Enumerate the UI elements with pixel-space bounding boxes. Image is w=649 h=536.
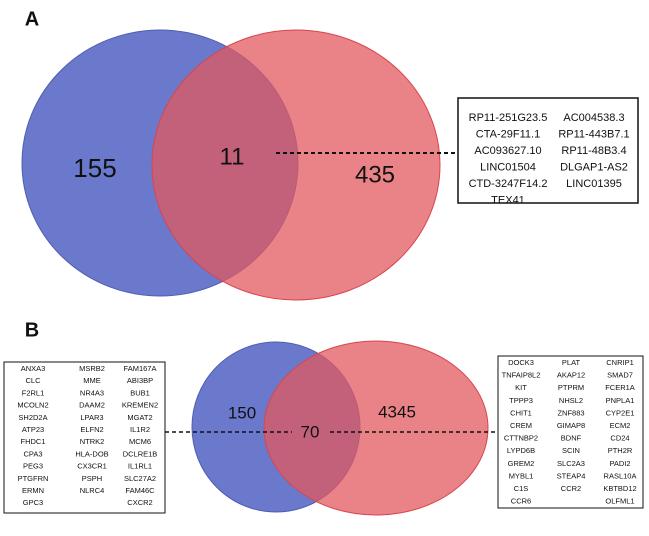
gene-name: GPC3	[23, 498, 43, 507]
gene-name: CX3CR1	[77, 462, 107, 471]
gene-name: SH2D2A	[18, 413, 47, 422]
gene-name: C1S	[514, 484, 529, 493]
gene-name: MME	[83, 376, 101, 385]
gene-name: CLC	[25, 376, 41, 385]
gene-name: AKAP12	[557, 371, 585, 380]
gene-name: NHSL2	[559, 396, 583, 405]
gene-name: IL1R2	[130, 425, 150, 434]
gene-name: MYBL1	[509, 471, 534, 480]
gene-name: PNPLA1	[606, 396, 635, 405]
gene-name: DCLRE1B	[123, 449, 158, 458]
gene-box	[457, 97, 639, 204]
gene-name: SMAD7	[607, 371, 633, 380]
panel-label: A	[25, 8, 39, 30]
gene-name: RP11-443B7.1	[558, 128, 629, 140]
gene-name: MCM6	[129, 437, 151, 446]
gene-name: PTGFRN	[18, 474, 49, 483]
gene-name: PADI2	[609, 459, 630, 468]
gene-name: AC093627.10	[474, 145, 541, 157]
gene-name: CCR6	[511, 497, 531, 506]
gene-name: BDNF	[561, 434, 582, 443]
set-circle	[151, 29, 441, 301]
gene-box	[497, 355, 644, 509]
gene-name: FAM167A	[124, 364, 157, 373]
gene-name: KBTBD12	[603, 484, 636, 493]
gene-name: ANXA3	[21, 364, 46, 373]
gene-name: ECM2	[610, 421, 631, 430]
gene-name: KREMEN2	[122, 401, 158, 410]
gene-name: NR4A3	[80, 388, 104, 397]
gene-name: CTD-3247F14.2	[469, 178, 548, 190]
gene-name: ZNF883	[557, 408, 584, 417]
gene-name: HLA-DOB	[75, 449, 108, 458]
count-label: 435	[355, 161, 395, 188]
gene-name: TNFAIP8L2	[502, 371, 541, 380]
gene-name: TPPP3	[509, 396, 533, 405]
gene-name: CD24	[610, 434, 629, 443]
gene-name: SCIN	[562, 446, 580, 455]
gene-name: MCOLN2	[17, 401, 48, 410]
gene-name: FHDC1	[20, 437, 45, 446]
gene-name: PLAT	[562, 358, 581, 367]
set-circle	[263, 340, 489, 516]
gene-name: DAAM2	[79, 401, 105, 410]
gene-box	[3, 361, 166, 514]
count-label: 11	[220, 143, 245, 170]
gene-name: GIMAP8	[557, 421, 585, 430]
gene-list: RP11-251G23.5 CTA-29F11.1 AC093627.10 LINC0…	[469, 112, 630, 207]
gene-name: CYP2E1	[606, 408, 635, 417]
gene-name: ELFN2	[80, 425, 103, 434]
gene-name: DLGAP1-AS2	[560, 161, 628, 173]
gene-name: ABI3BP	[127, 376, 153, 385]
gene-name: MSRB2	[79, 364, 105, 373]
gene-name: FAM46C	[125, 486, 155, 495]
count-label: 70	[301, 422, 320, 441]
gene-name: CREM	[510, 421, 532, 430]
gene-name: LPAR3	[80, 413, 103, 422]
gene-name: RP11-251G23.5	[469, 112, 548, 124]
gene-name: CNRIP1	[606, 358, 634, 367]
count-label: 150	[228, 403, 256, 422]
gene-name: CXCR2	[127, 498, 152, 507]
gene-name: FCER1A	[605, 383, 635, 392]
gene-name: NLRC4	[80, 486, 105, 495]
gene-name: BUB1	[130, 388, 150, 397]
gene-name: MGAT2	[127, 413, 152, 422]
gene-name: F2RL1	[22, 388, 45, 397]
gene-name: DOCK3	[508, 358, 534, 367]
gene-name: STEAP4	[557, 471, 586, 480]
count-label: 155	[73, 153, 116, 183]
gene-name: ATP23	[22, 425, 44, 434]
gene-name: LINC01395	[566, 178, 622, 190]
gene-name: GREM2	[508, 459, 535, 468]
gene-name: CPA3	[23, 449, 42, 458]
gene-name: CCR2	[561, 484, 581, 493]
gene-name: ERMN	[22, 486, 44, 495]
gene-name: NTRK2	[80, 437, 105, 446]
gene-name: CTTNBP2	[504, 434, 538, 443]
panel-label: B	[25, 319, 39, 341]
gene-name: PEG3	[23, 462, 43, 471]
gene-name: TEX41	[491, 194, 525, 206]
gene-name: SLC27A2	[124, 474, 156, 483]
gene-name: OLFML1	[605, 497, 634, 506]
gene-name: CHIT1	[510, 408, 532, 417]
gene-name: LINC01504	[480, 161, 536, 173]
gene-name: AC004538.3	[563, 112, 624, 124]
gene-name: CTA-29F11.1	[476, 128, 540, 140]
gene-name: LYPD6B	[507, 446, 535, 455]
gene-name: RASL10A	[604, 471, 637, 480]
gene-name: PTH2R	[608, 446, 633, 455]
count-label: 4345	[378, 402, 416, 421]
gene-name: PSPH	[82, 474, 102, 483]
gene-name: KIT	[515, 383, 527, 392]
gene-name: IL1RL1	[128, 462, 152, 471]
gene-name: RP11-48B3.4	[561, 145, 626, 157]
gene-name: PTPRM	[558, 383, 584, 392]
gene-list: ANXA3 CLC F2RL1 MCOLN2 SH2D2A ATP23 FHDC1 CPA3 P…	[17, 364, 158, 507]
gene-list: DOCK3 TNFAIP8L2 KIT TPPP3 CHIT1 CREM CTTNBP2 LY…	[502, 358, 637, 506]
gene-name: SLC2A3	[557, 459, 585, 468]
